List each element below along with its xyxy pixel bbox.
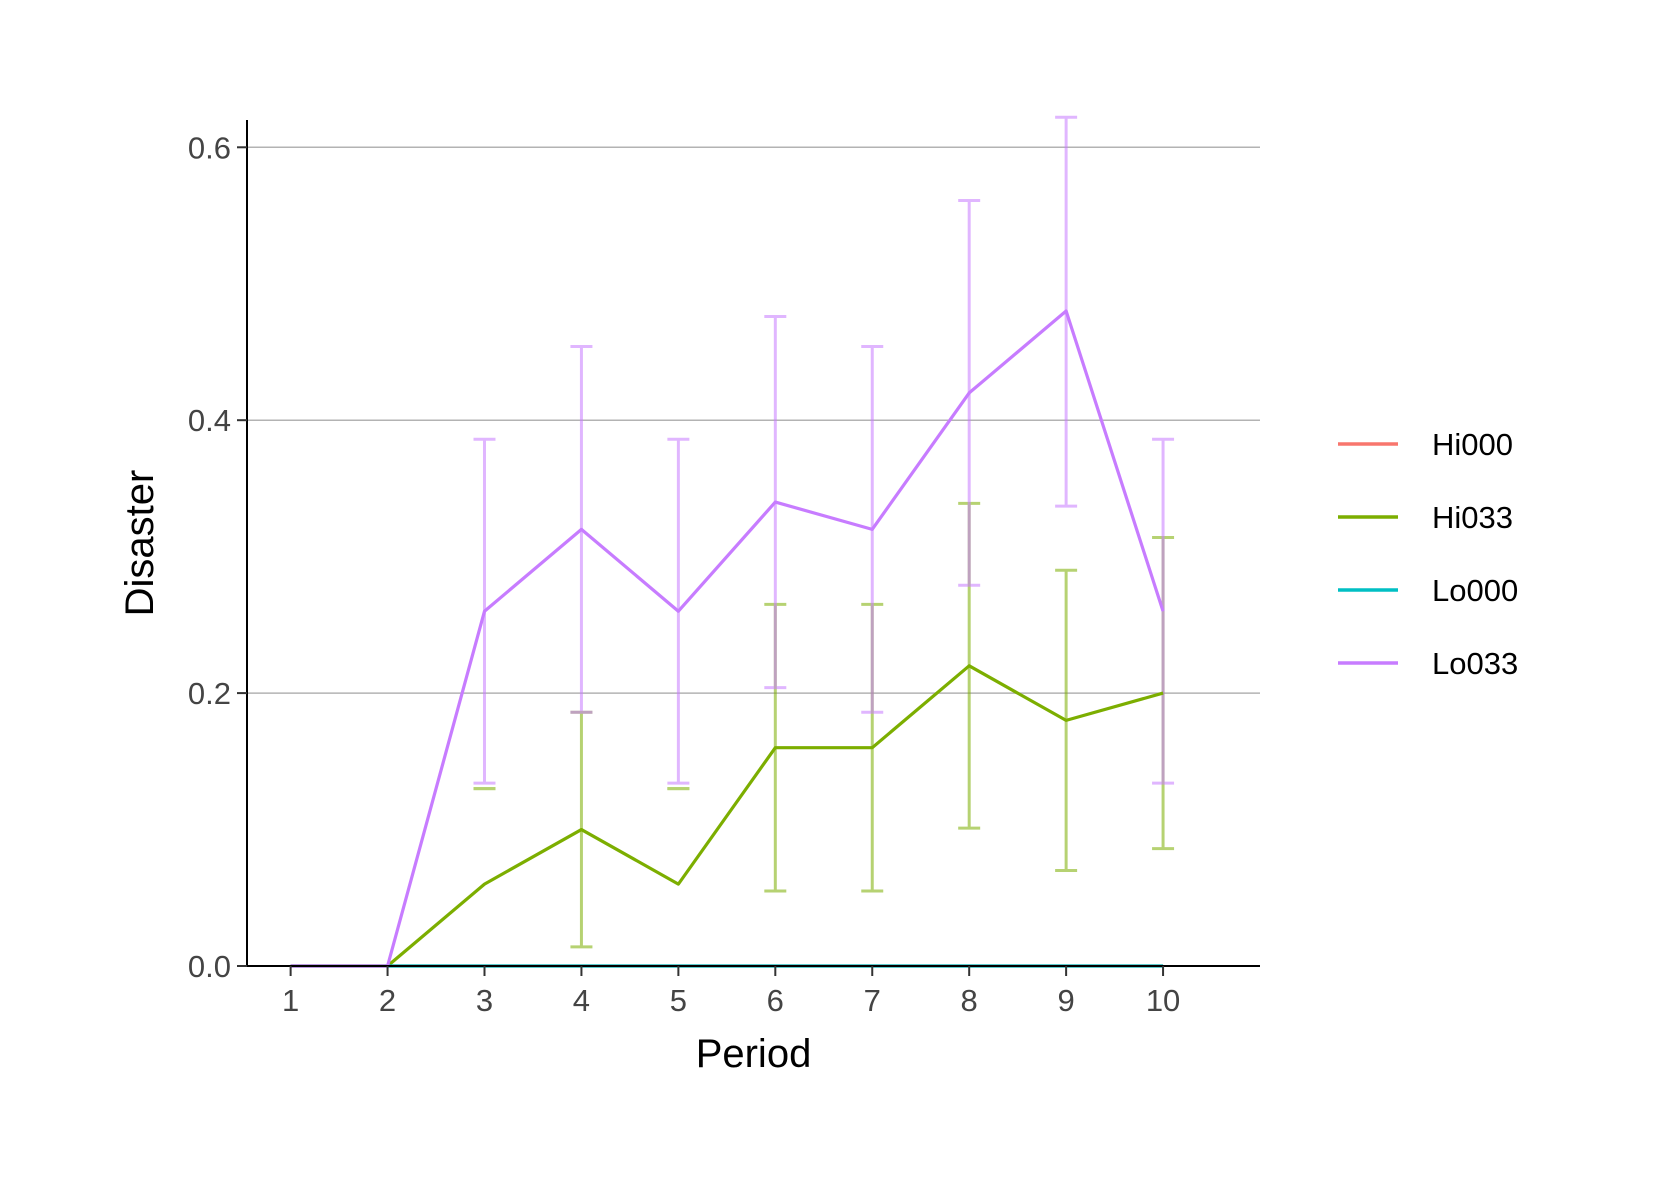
x-tick-label: 8 <box>961 983 978 1018</box>
legend-label: Lo033 <box>1432 646 1518 681</box>
legend-item-hi033: Hi033 <box>1338 500 1513 535</box>
y-axis-title: Disaster <box>118 470 162 617</box>
legend-item-lo033: Lo033 <box>1338 646 1518 681</box>
y-tick-label: 0.4 <box>188 403 231 438</box>
legend-label: Hi033 <box>1432 500 1513 535</box>
legend-label: Lo000 <box>1432 573 1518 608</box>
x-tick-label: 2 <box>379 983 396 1018</box>
series-lines <box>290 309 1165 968</box>
series-line-hi033 <box>290 664 1164 968</box>
x-tick-label: 9 <box>1057 983 1074 1018</box>
x-tick-label: 7 <box>864 983 881 1018</box>
grid-lines <box>247 146 1260 694</box>
x-tick-label: 1 <box>282 983 299 1018</box>
series-line-lo033 <box>290 309 1165 968</box>
x-axis-title: Period <box>696 1032 812 1076</box>
x-tick-label: 4 <box>573 983 590 1018</box>
y-tick-label: 0.6 <box>188 130 231 165</box>
x-tick-label: 6 <box>767 983 784 1018</box>
axes: 0.0 0.2 0.4 0.6 1 2 3 4 5 6 7 8 9 10 <box>188 120 1260 1018</box>
legend-item-lo000: Lo000 <box>1338 573 1518 608</box>
legend-label: Hi000 <box>1432 427 1513 462</box>
y-tick-label: 0.2 <box>188 676 231 711</box>
x-tick-label: 3 <box>476 983 493 1018</box>
legend-item-hi000: Hi000 <box>1338 427 1513 462</box>
y-tick-label: 0.0 <box>188 949 231 984</box>
legend: Hi000 Hi033 Lo000 Lo033 <box>1338 427 1518 681</box>
x-tick-label: 10 <box>1146 983 1180 1018</box>
x-tick-label: 5 <box>670 983 687 1018</box>
